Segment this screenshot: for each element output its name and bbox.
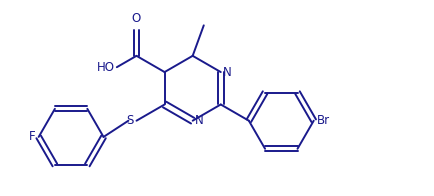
Text: O: O [132, 12, 141, 25]
Text: N: N [224, 65, 232, 79]
Text: F: F [29, 130, 36, 143]
Text: Br: Br [317, 114, 330, 127]
Text: N: N [195, 114, 204, 127]
Text: HO: HO [97, 61, 115, 74]
Text: S: S [127, 114, 134, 127]
